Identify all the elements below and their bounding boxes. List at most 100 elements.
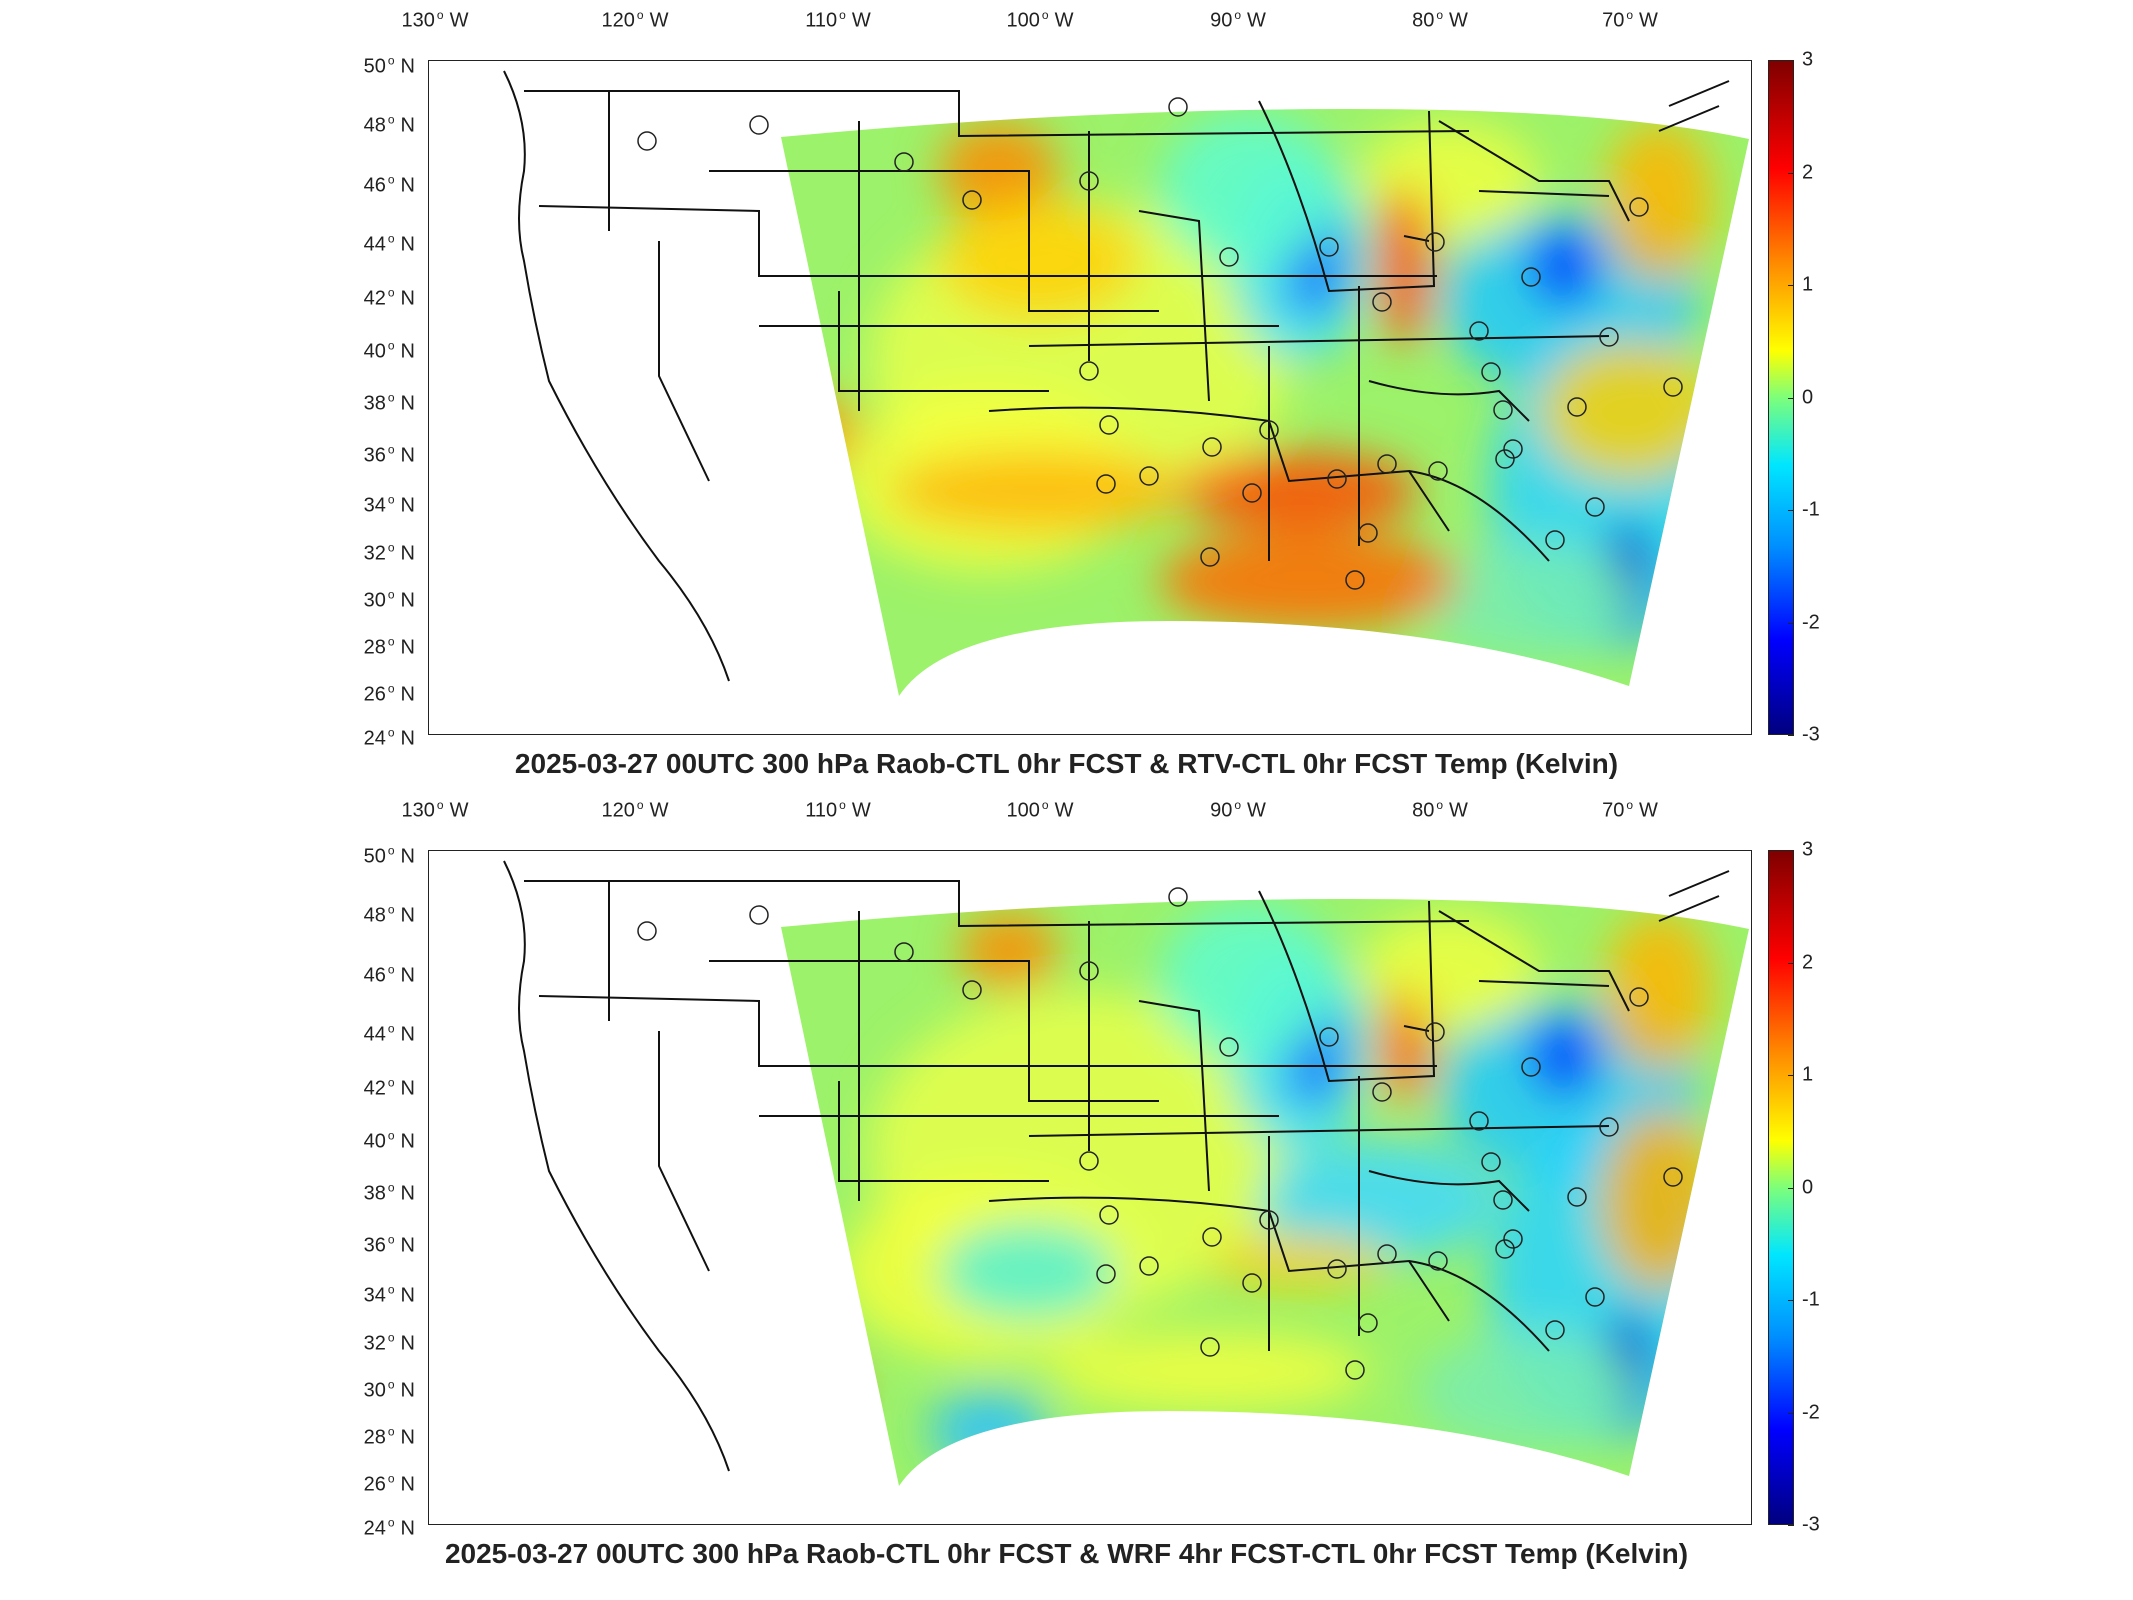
- raob-station-marker: [1493, 1190, 1513, 1210]
- longitude-label: 70 o W: [1602, 8, 1658, 32]
- raob-station-marker: [1663, 377, 1683, 397]
- raob-station-marker: [1599, 327, 1619, 347]
- raob-station-marker: [1200, 547, 1220, 567]
- raob-station-marker: [1372, 1082, 1392, 1102]
- latitude-label: 34 o N: [363, 492, 415, 517]
- raob-station-marker: [1585, 1287, 1605, 1307]
- map-frame: [428, 60, 1752, 735]
- raob-station-marker: [1139, 1256, 1159, 1276]
- latitude-label: 42 o N: [363, 1075, 415, 1100]
- colorbar-tick-label: 2: [1802, 951, 1814, 973]
- raob-station-marker: [894, 152, 914, 172]
- raob-station-marker: [1428, 461, 1448, 481]
- colorbar-tick-label: 1: [1802, 273, 1814, 296]
- latitude-label: 34 o N: [363, 1282, 415, 1307]
- raob-station-marker: [1079, 361, 1099, 381]
- latitude-label: 24 o N: [363, 725, 415, 750]
- raob-station-marker: [1327, 469, 1347, 489]
- raob-station-marker: [1079, 961, 1099, 981]
- colorbar-tick-label: 1: [1802, 1063, 1814, 1086]
- raob-station-marker: [1259, 420, 1279, 440]
- latitude-label: 42 o N: [363, 285, 415, 310]
- latitude-label: 40 o N: [363, 338, 415, 363]
- longitude-label: 80 o W: [1412, 798, 1468, 822]
- longitude-label: 120 o W: [601, 8, 669, 32]
- raob-station-marker: [1629, 197, 1649, 217]
- longitude-label: 120 o W: [601, 798, 669, 822]
- latitude-label: 28 o N: [363, 1424, 415, 1449]
- raob-station-marker: [1096, 1264, 1116, 1284]
- map-title: 2025-03-27 00UTC 300 hPa Raob-CTL 0hr FC…: [444, 1538, 1689, 1569]
- raob-station-marker: [1503, 439, 1523, 459]
- longitude-label: 70 o W: [1602, 798, 1658, 822]
- raob-station-marker: [1495, 449, 1515, 469]
- raob-station-marker: [1358, 523, 1378, 543]
- latitude-label: 30 o N: [363, 587, 415, 612]
- longitude-label: 100 o W: [1006, 8, 1074, 32]
- longitude-label: 90 o W: [1210, 8, 1266, 32]
- raob-station-marker: [637, 131, 657, 151]
- latitude-label: 36 o N: [363, 442, 415, 467]
- latitude-label: 24 o N: [363, 1515, 415, 1540]
- colorbar-tick-label: 3: [1802, 48, 1814, 71]
- raob-station-marker: [1521, 267, 1541, 287]
- raob-station-marker: [1493, 400, 1513, 420]
- raob-station-marker: [1319, 237, 1339, 257]
- latitude-label: 32 o N: [363, 1330, 415, 1355]
- raob-station-marker: [1567, 397, 1587, 417]
- raob-station-marker: [1425, 1022, 1445, 1042]
- latitude-label: 44 o N: [363, 231, 415, 256]
- colorbar-tick-label: 0: [1802, 1176, 1814, 1198]
- latitude-label: 40 o N: [363, 1128, 415, 1153]
- raob-station-marker: [1599, 1117, 1619, 1137]
- raob-station-marker: [1242, 1273, 1262, 1293]
- raob-station-marker: [1545, 1320, 1565, 1340]
- colorbar-tick-label: -1: [1802, 1288, 1820, 1311]
- raob-station-marker: [1428, 1251, 1448, 1271]
- raob-station-marker: [1345, 570, 1365, 590]
- latitude-label: 46 o N: [363, 962, 415, 987]
- raob-station-marker: [637, 921, 657, 941]
- raob-station-marker: [1663, 1167, 1683, 1187]
- raob-station-marker: [1629, 987, 1649, 1007]
- latitude-label: 46 o N: [363, 172, 415, 197]
- longitude-label: 130 o W: [401, 8, 469, 32]
- colorbar-tick-label: 2: [1802, 161, 1814, 183]
- raob-station-marker: [1345, 1360, 1365, 1380]
- latitude-label: 50 o N: [363, 843, 415, 868]
- raob-station-marker: [1358, 1313, 1378, 1333]
- map-panel-rtv: 130 o W 120 o W 110 o W 100 o W 90 o W 80 o W 70 o W 50 o N 48 o N…: [363, 8, 1820, 779]
- raob-station-marker: [1219, 247, 1239, 267]
- latitude-label: 48 o N: [363, 902, 415, 927]
- raob-station-marker: [1377, 454, 1397, 474]
- raob-station-marker: [1481, 362, 1501, 382]
- longitude-label: 90 o W: [1210, 798, 1266, 822]
- raob-station-marker: [749, 905, 769, 925]
- latitude-label: 50 o N: [363, 53, 415, 78]
- temperature-difference-map: [503, 70, 1749, 696]
- latitude-label: 44 o N: [363, 1021, 415, 1046]
- longitude-label: 110 o W: [805, 8, 871, 32]
- raob-station-marker: [1079, 1151, 1099, 1171]
- latitude-label: 36 o N: [363, 1232, 415, 1257]
- colorbar-tick-label: -1: [1802, 498, 1820, 521]
- colorbar-tick-label: -3: [1802, 723, 1820, 746]
- raob-station-marker: [1327, 1259, 1347, 1279]
- raob-station-marker: [1259, 1210, 1279, 1230]
- raob-station-marker: [1219, 1037, 1239, 1057]
- temperature-difference-map: [503, 860, 1749, 1486]
- raob-station-marker: [1079, 171, 1099, 191]
- raob-station-marker: [1503, 1229, 1523, 1249]
- raob-station-marker: [962, 190, 982, 210]
- raob-station-marker: [1202, 1227, 1222, 1247]
- raob-station-marker: [1200, 1337, 1220, 1357]
- raob-station-marker: [962, 980, 982, 1000]
- colorbar-tick-label: -2: [1802, 1401, 1820, 1423]
- raob-station-marker: [1202, 437, 1222, 457]
- latitude-label: 26 o N: [363, 1471, 415, 1496]
- raob-station-marker: [1139, 466, 1159, 486]
- raob-station-marker: [1585, 497, 1605, 517]
- raob-station-marker: [1545, 530, 1565, 550]
- longitude-label: 110 o W: [805, 798, 871, 822]
- anomaly-field: [781, 111, 1729, 661]
